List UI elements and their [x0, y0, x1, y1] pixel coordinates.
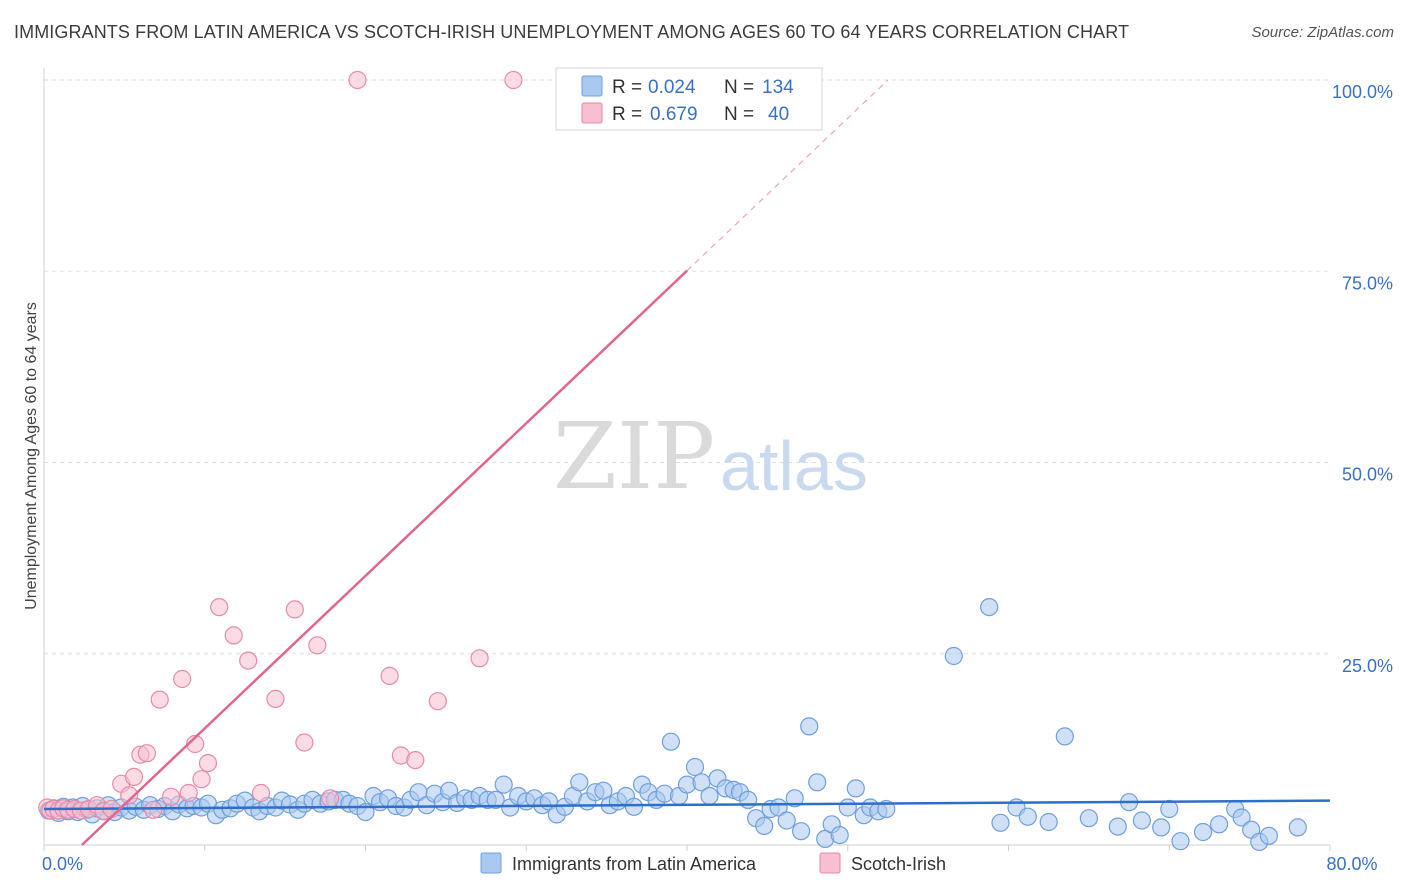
gridlines: [44, 79, 1330, 655]
series-legend: Immigrants from Latin America Scotch-Iri…: [480, 852, 946, 874]
bottom-legend-swatch-pink: [819, 852, 841, 874]
latin-america-point-105: [800, 717, 819, 736]
trend-line-scotch-irish: [81, 269, 688, 846]
latin-america-point-127: [1152, 818, 1171, 837]
latin-america-point-128: [1160, 799, 1179, 819]
latin-america-point-122: [1055, 727, 1074, 746]
latin-america-point-130: [1193, 822, 1213, 842]
latin-america-point-137: [1288, 818, 1307, 837]
latin-america-point-99: [755, 816, 774, 836]
legend-r-value-blue: 0.024: [648, 77, 696, 98]
scotch-irish-point-17: [144, 800, 163, 819]
watermark: ZIP atlas: [553, 403, 868, 510]
bottom-legend-label-blue: Immigrants from Latin America: [512, 854, 757, 874]
scotch-irish-point-26: [224, 626, 243, 645]
latin-america-point-110: [838, 798, 857, 817]
scotch-irish-point-28: [251, 783, 271, 803]
scotch-irish-point-20: [173, 669, 192, 689]
scotch-irish-point-25: [210, 597, 229, 617]
legend-swatch-pink: [581, 102, 603, 124]
latin-america-point-92: [700, 786, 719, 806]
stats-legend: R = 0.024 N = 134 R = 0.679 N = 40: [555, 67, 823, 131]
scotch-irish-point-32: [308, 636, 327, 655]
watermark-atlas: atlas: [720, 427, 868, 505]
x-tick-label-0: 0.0%: [42, 854, 83, 874]
scotch-irish-point-37: [406, 750, 425, 770]
series-scotch-irish-points: [38, 70, 523, 821]
scotch-irish-point-13: [120, 786, 139, 805]
latin-america-point-120: [1018, 807, 1037, 826]
watermark-zip: ZIP: [553, 403, 715, 510]
scotch-irish-point-23: [192, 770, 211, 789]
latin-america-point-102: [777, 811, 796, 830]
scotch-irish-point-21: [179, 783, 198, 803]
latin-america-point-121: [1039, 812, 1058, 832]
legend-r-label-pink: R =: [612, 104, 642, 125]
y-axis-title: Unemployment Among Ages 60 to 64 years: [23, 302, 40, 610]
scotch-irish-point-24: [198, 753, 218, 773]
latin-america-point-111: [846, 779, 865, 798]
latin-america-point-90: [685, 757, 705, 777]
y-tick-label-0: 25.0%: [1342, 656, 1393, 676]
scotch-irish-point-19: [161, 787, 181, 806]
x-tick-label-1: 80.0%: [1326, 854, 1377, 874]
latin-america-point-123: [1079, 809, 1099, 828]
legend-n-value-blue: 134: [762, 77, 794, 98]
latin-america-point-133: [1232, 808, 1251, 827]
trend-line-scotch-irish-extension: [686, 79, 889, 272]
source-credit: Source: ZipAtlas.com: [1251, 24, 1394, 41]
latin-america-point-131: [1209, 815, 1229, 834]
legend-n-value-pink: 40: [768, 104, 789, 125]
scotch-irish-point-30: [285, 600, 304, 619]
latin-america-point-64: [486, 790, 505, 810]
latin-america-point-75: [570, 773, 589, 792]
latin-america-point-124: [1108, 817, 1127, 836]
bottom-legend-swatch-blue: [480, 852, 502, 874]
scotch-irish-point-40: [504, 70, 523, 90]
latin-america-point-118: [991, 813, 1010, 832]
legend-r-label-blue: R =: [612, 77, 642, 98]
latin-america-point-104: [791, 822, 811, 841]
legend-n-label-blue: N =: [724, 77, 754, 98]
trend-line-latin-america: [43, 799, 1331, 811]
legend-swatch-blue: [581, 75, 603, 97]
y-tick-label-2: 75.0%: [1342, 273, 1393, 293]
latin-america-point-117: [980, 597, 999, 617]
y-tick-label-3: 100.0%: [1332, 82, 1393, 102]
scotch-irish-point-16: [137, 744, 156, 763]
latin-america-point-82: [624, 797, 644, 816]
latin-america-point-87: [661, 732, 681, 751]
latin-america-point-109: [830, 825, 849, 845]
scotch-irish-point-14: [124, 767, 144, 787]
latin-america-point-97: [738, 790, 758, 810]
trend-lines: [43, 79, 1331, 846]
x-axis-tick-labels: 0.0% 80.0%: [42, 854, 1378, 874]
latin-america-point-129: [1171, 832, 1190, 851]
chart-title: IMMIGRANTS FROM LATIN AMERICA VS SCOTCH-…: [14, 22, 1130, 42]
scotch-irish-point-38: [428, 692, 447, 711]
scotch-irish-point-34: [348, 70, 367, 90]
latin-america-point-126: [1132, 811, 1152, 830]
y-axis-tick-labels: 25.0% 50.0% 75.0% 100.0%: [1332, 82, 1393, 676]
legend-n-label-pink: N =: [724, 104, 754, 125]
bottom-legend-label-pink: Scotch-Irish: [851, 854, 946, 874]
scotch-irish-point-35: [380, 666, 399, 686]
scotch-irish-point-31: [295, 733, 314, 752]
latin-america-point-116: [944, 646, 963, 666]
latin-america-point-103: [785, 789, 804, 808]
x-axis-ticks: [43, 845, 1331, 851]
latin-america-point-136: [1259, 826, 1279, 845]
scotch-irish-point-33: [321, 789, 340, 808]
scotch-irish-point-27: [239, 651, 258, 670]
scotch-irish-point-18: [150, 690, 169, 709]
latin-america-point-65: [494, 775, 513, 794]
scotch-irish-point-39: [470, 649, 489, 668]
y-tick-label-1: 50.0%: [1342, 465, 1393, 485]
legend-r-value-pink: 0.679: [650, 104, 698, 125]
latin-america-point-106: [808, 773, 827, 792]
scotch-irish-point-29: [266, 689, 285, 709]
